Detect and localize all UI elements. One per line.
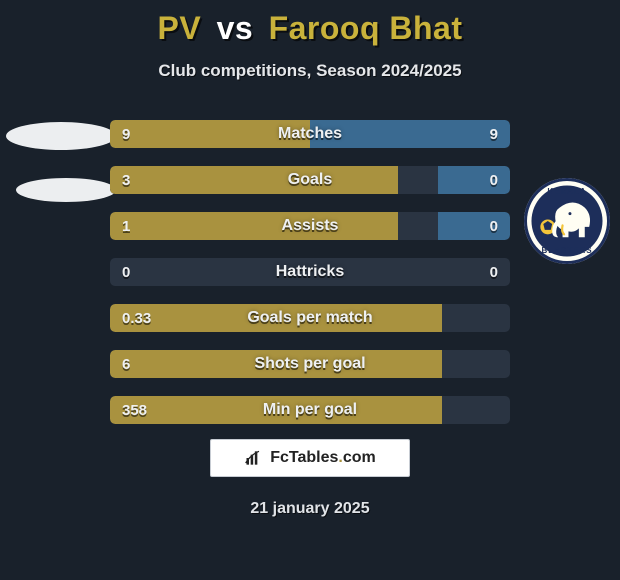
stat-row: 358Min per goal (110, 396, 510, 424)
right-fill (438, 212, 510, 240)
stat-row: 0 0Hattricks (110, 258, 510, 286)
stat-row: 6Shots per goal (110, 350, 510, 378)
player2-club-crest: KERALA BLASTERS (524, 178, 610, 264)
stat-row: 0.33Goals per match (110, 304, 510, 332)
stats-bars: 99Matches 30Goals 10Assists 0 0Hattricks 0.33… (110, 120, 510, 442)
single-fill (110, 304, 442, 332)
single-fill (110, 396, 442, 424)
stat-right-value: 0 (490, 258, 498, 286)
player1-club-placeholder (6, 122, 116, 150)
badge-text: FcTables.com (270, 449, 376, 467)
footer-date: 21 january 2025 (0, 500, 620, 518)
stat-left-value: 0 (122, 258, 130, 286)
page-title: PV vs Farooq Bhat (0, 0, 620, 47)
stat-label: Hattricks (110, 258, 510, 286)
player1-name: PV (158, 10, 202, 46)
badge-tld: com (343, 449, 376, 466)
stat-row: 10Assists (110, 212, 510, 240)
right-fill (310, 120, 510, 148)
left-fill (110, 120, 310, 148)
subtitle: Club competitions, Season 2024/2025 (0, 61, 620, 81)
stat-row: 99Matches (110, 120, 510, 148)
vs-separator: vs (217, 10, 254, 46)
right-fill (438, 166, 510, 194)
crest-bottom-text: BLASTERS (541, 246, 592, 255)
badge-prefix: Fc (270, 449, 289, 466)
left-fill (110, 166, 398, 194)
player2-name: Farooq Bhat (269, 10, 463, 46)
single-fill (110, 350, 442, 378)
stat-row: 30Goals (110, 166, 510, 194)
left-fill (110, 212, 398, 240)
player1-photo-placeholder (16, 178, 116, 202)
crest-top-text: KERALA (547, 187, 586, 196)
bars-chart-icon (244, 448, 264, 468)
badge-suffix: Tables (289, 449, 339, 466)
source-badge: FcTables.com (210, 439, 410, 477)
